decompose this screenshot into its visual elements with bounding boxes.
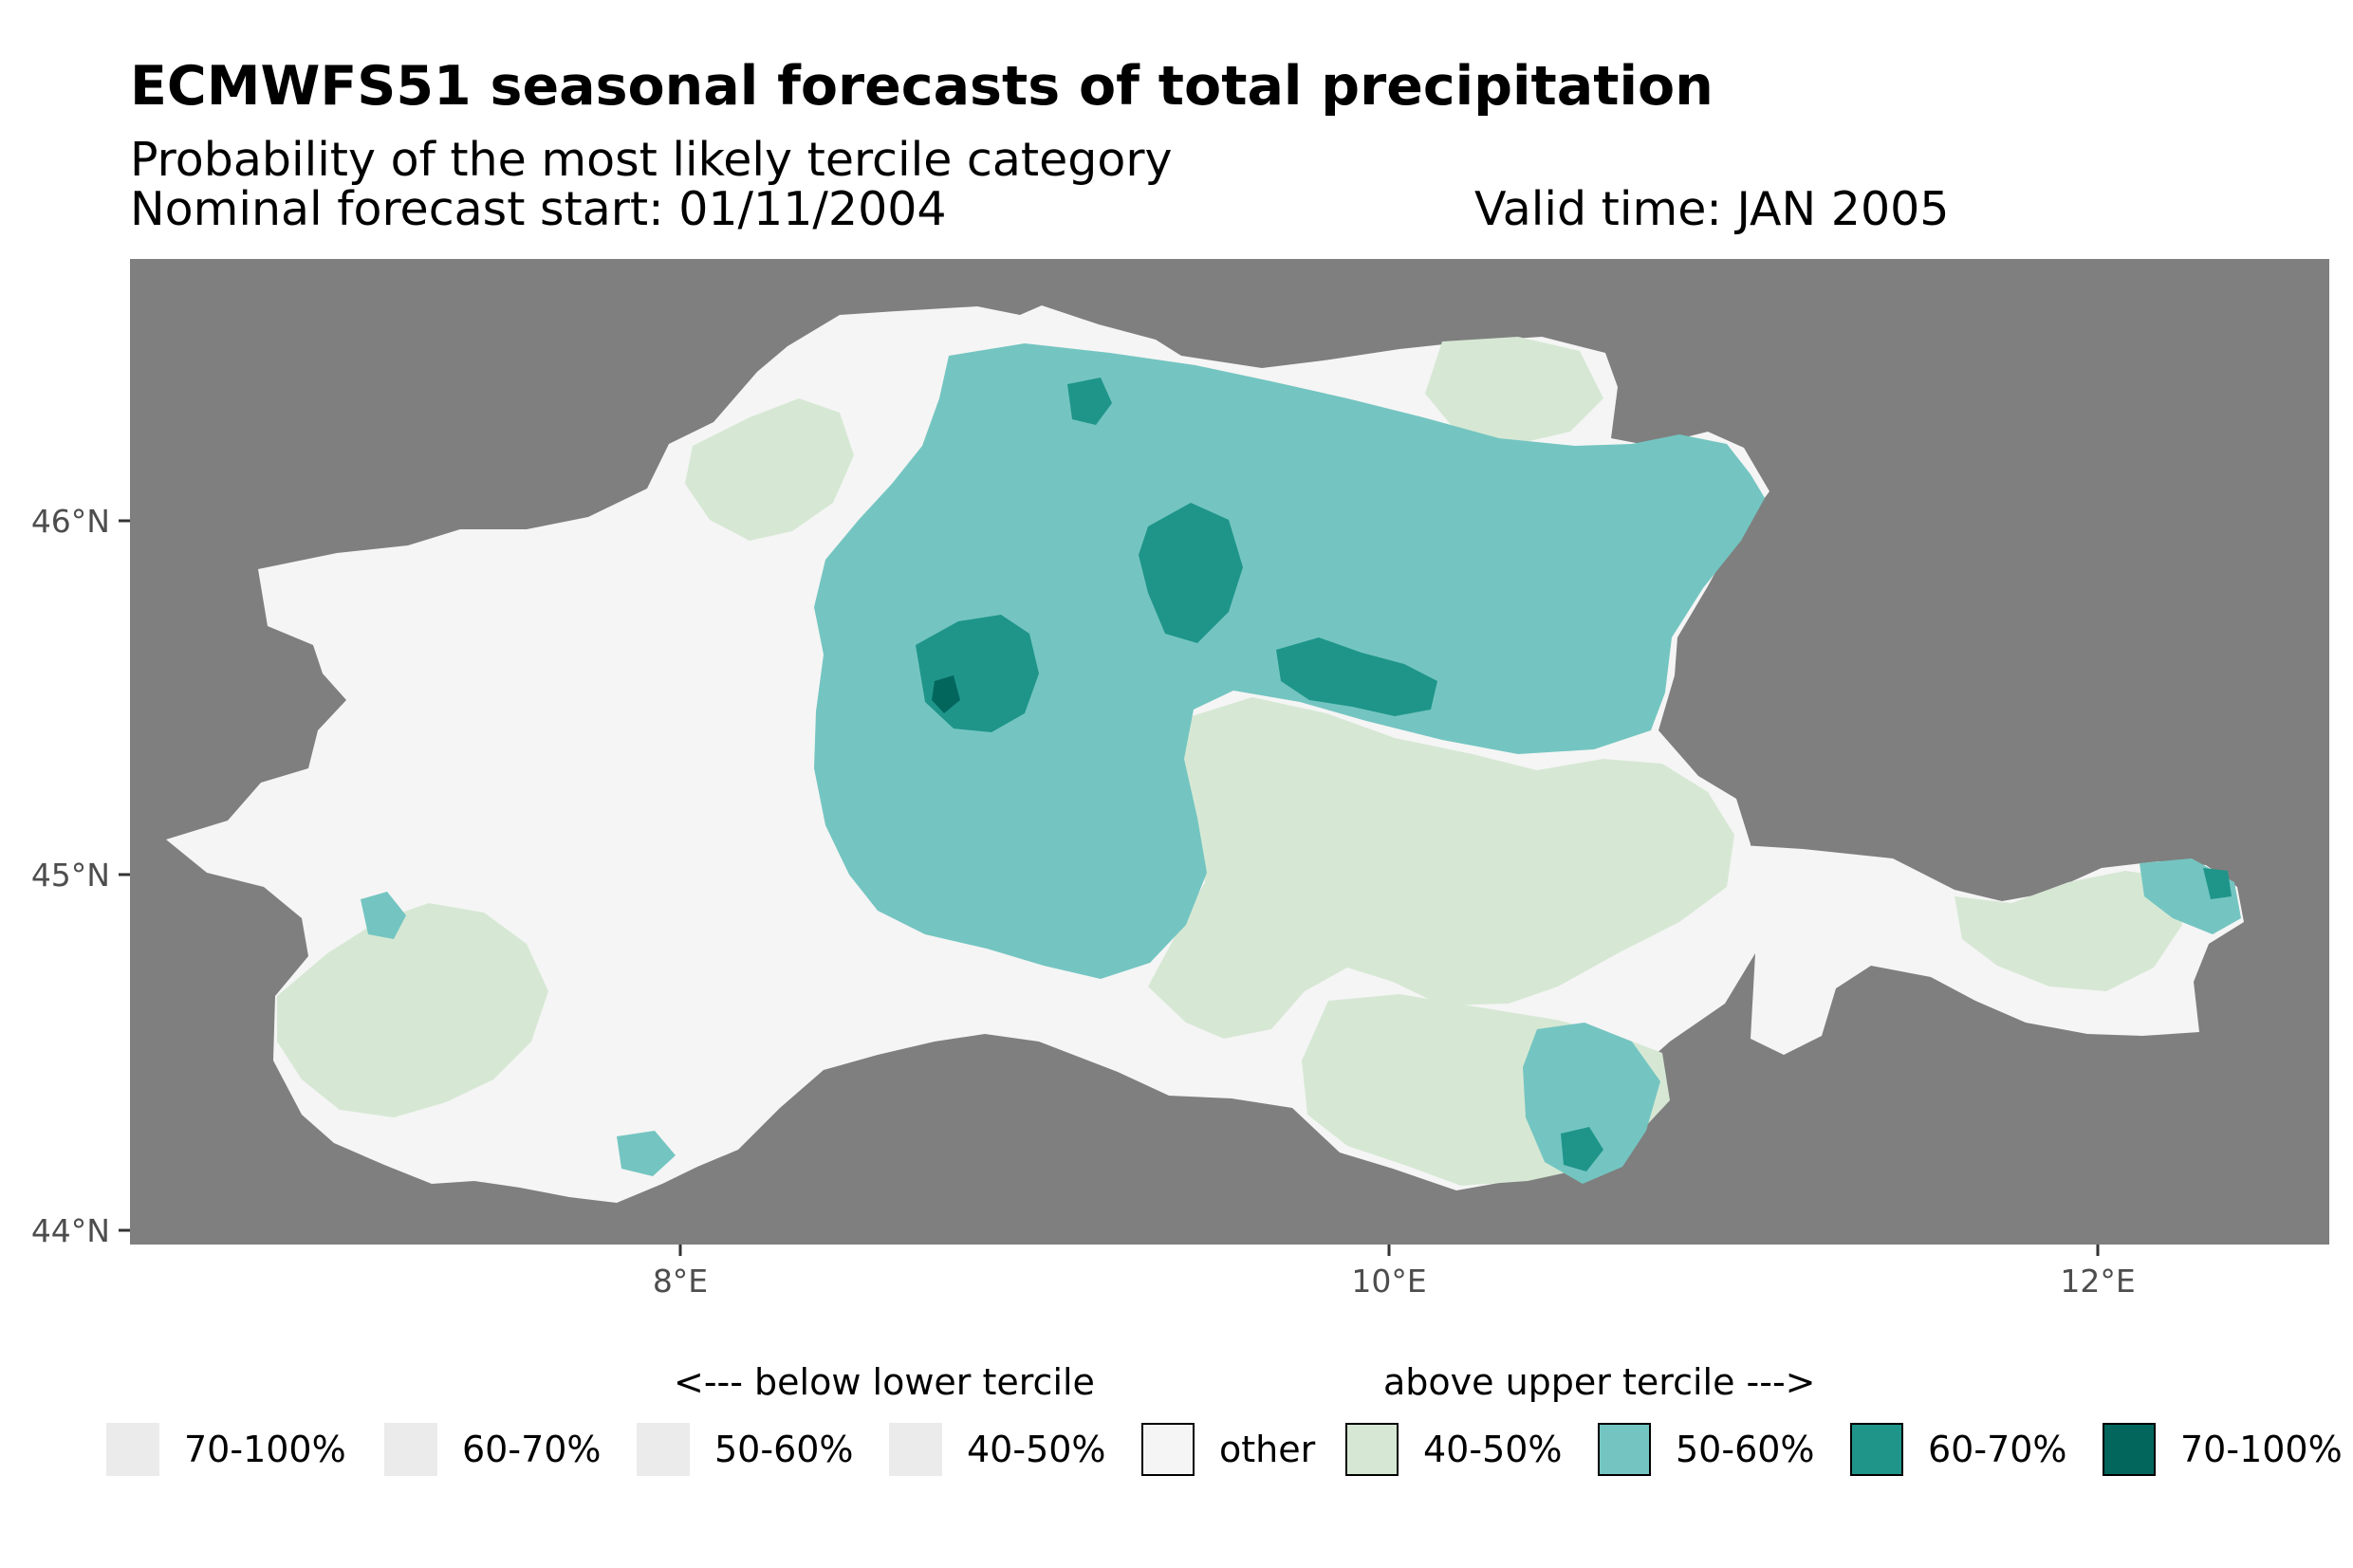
lat-tick-44: 44°N bbox=[31, 1212, 110, 1249]
legend-above-header: above upper tercile ---> bbox=[1383, 1361, 1816, 1403]
above-60-70-region-alps bbox=[1067, 378, 1112, 425]
legend-above-60-70: 60-70% bbox=[1850, 1421, 2067, 1478]
legend-above-40-50: 40-50% bbox=[1345, 1421, 1563, 1478]
legend-below-header: <--- below lower tercile bbox=[674, 1361, 1095, 1403]
legend-label: 70-100% bbox=[2180, 1429, 2343, 1470]
legend-below-60-70: 60-70% bbox=[384, 1421, 602, 1478]
lat-tick-46: 46°N bbox=[31, 503, 110, 540]
legend-label: 50-60% bbox=[714, 1429, 854, 1470]
legend-label: 70-100% bbox=[184, 1429, 346, 1470]
above-60-70-region-far-east bbox=[2203, 868, 2232, 899]
forecast-start: Nominal forecast start: 01/11/2004 bbox=[130, 182, 947, 236]
above-40-50-region-alps bbox=[1425, 337, 1603, 446]
legend-other: other bbox=[1141, 1421, 1315, 1478]
above-40-50-region-north bbox=[685, 398, 854, 541]
lon-axis: 8°E 10°E 12°E bbox=[653, 1245, 2136, 1300]
above-40-50-region-east bbox=[1955, 871, 2182, 991]
lon-tick-12: 12°E bbox=[2060, 1263, 2135, 1300]
map-title: ECMWFS51 seasonal forecasts of total pre… bbox=[130, 55, 1714, 118]
legend-label: 40-50% bbox=[967, 1429, 1106, 1470]
above-50-60-region-piedmont bbox=[361, 892, 406, 939]
above-50-60-region-south bbox=[1523, 1023, 1660, 1184]
legend-below-70-100: 70-100% bbox=[106, 1421, 346, 1478]
legend-above-70-100: 70-100% bbox=[2103, 1421, 2343, 1478]
above-60-70-region-center bbox=[1139, 503, 1243, 643]
legend-swatch bbox=[2103, 1423, 2156, 1476]
lon-tick-8: 8°E bbox=[653, 1263, 708, 1300]
legend-swatch bbox=[384, 1423, 437, 1476]
legend-swatch bbox=[637, 1423, 690, 1476]
legend-swatch bbox=[106, 1423, 159, 1476]
above-40-50-region-center bbox=[1148, 697, 1734, 1039]
legend-above-50-60: 50-60% bbox=[1598, 1421, 1815, 1478]
legend-below-50-60: 50-60% bbox=[637, 1421, 854, 1478]
legend-label: 60-70% bbox=[462, 1429, 602, 1470]
lon-tick-10: 10°E bbox=[1351, 1263, 1426, 1300]
map-subtitle: Probability of the most likely tercile c… bbox=[130, 133, 1173, 187]
lat-axis: 46°N 45°N 44°N bbox=[31, 503, 130, 1249]
legend-label: 60-70% bbox=[1928, 1429, 2067, 1470]
legend-swatch bbox=[1141, 1423, 1195, 1476]
legend-label: 50-60% bbox=[1676, 1429, 1815, 1470]
valid-time: Valid time: JAN 2005 bbox=[1474, 182, 1950, 236]
legend-swatch bbox=[1345, 1423, 1399, 1476]
above-70-100-region bbox=[932, 675, 960, 713]
above-40-50-region-west bbox=[277, 903, 548, 1117]
legend-swatch bbox=[889, 1423, 942, 1476]
legend-swatch bbox=[1598, 1423, 1651, 1476]
above-60-70-region-east bbox=[1276, 637, 1437, 716]
legend-label: other bbox=[1219, 1429, 1316, 1470]
lat-tick-45: 45°N bbox=[31, 857, 110, 894]
legend-swatch bbox=[1850, 1423, 1903, 1476]
above-50-60-region-southwest bbox=[617, 1131, 676, 1176]
legend-label: 40-50% bbox=[1423, 1429, 1563, 1470]
legend-below-40-50: 40-50% bbox=[889, 1421, 1106, 1478]
above-60-70-region-south bbox=[1561, 1127, 1603, 1171]
